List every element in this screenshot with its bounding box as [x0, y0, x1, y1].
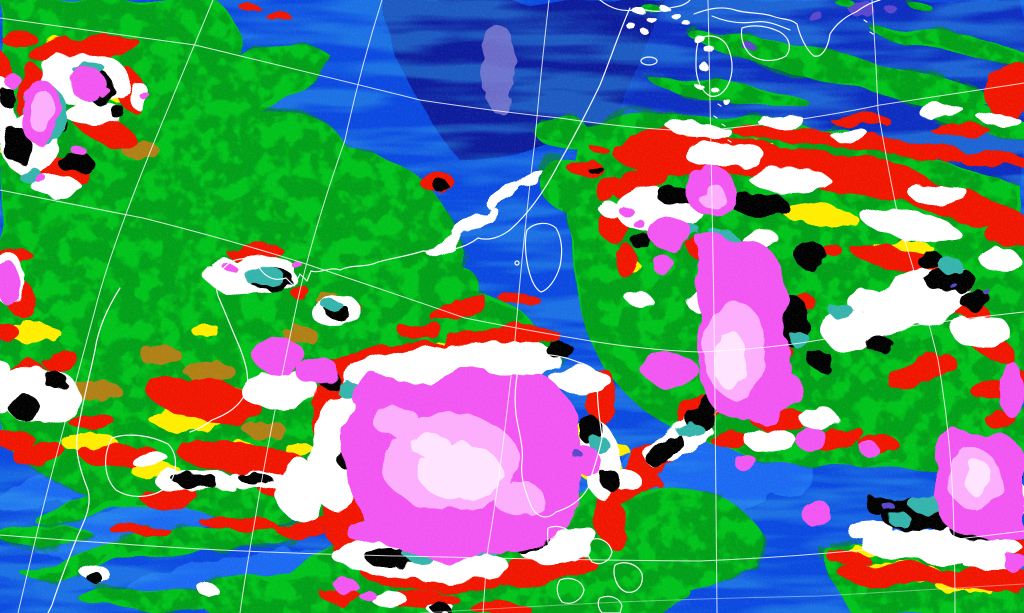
satellite-canvas: [0, 0, 1024, 613]
grain-texture: [0, 0, 1024, 613]
satellite-image: [0, 0, 1024, 613]
